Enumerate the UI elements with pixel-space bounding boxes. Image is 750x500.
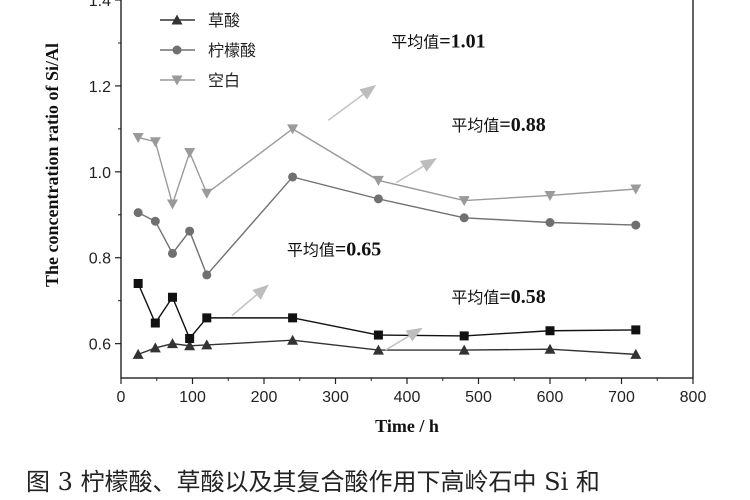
data-point	[458, 196, 470, 207]
data-point	[545, 218, 555, 228]
data-point	[545, 326, 555, 336]
data-point	[288, 313, 298, 323]
figure-caption: 图 3 柠檬酸、草酸以及其复合酸作用下高岭石中 Si 和	[26, 468, 600, 496]
data-point	[201, 188, 213, 199]
data-point	[166, 199, 178, 210]
data-point	[288, 172, 298, 182]
data-point	[372, 175, 384, 186]
annotations: 平均值=1.01 平均值=0.88 平均值=0.65 平均值=0.58	[231, 30, 546, 351]
series-line	[137, 283, 636, 340]
x-tick-label: 700	[608, 389, 635, 406]
y-tick-label: 0.8	[89, 251, 111, 268]
legend-label: 空白	[208, 71, 240, 90]
data-point	[201, 339, 213, 350]
data-point	[459, 331, 469, 341]
legend-marker	[171, 14, 183, 25]
x-tick-label: 0	[117, 389, 126, 406]
data-point	[287, 124, 299, 135]
data-point	[167, 292, 177, 302]
legend-item-1: 柠檬酸	[160, 41, 256, 60]
series-line	[137, 176, 636, 277]
data-point	[373, 194, 383, 204]
data-point	[133, 279, 143, 288]
series-line	[137, 339, 636, 356]
x-tick-label: 500	[465, 389, 492, 406]
data-point	[372, 344, 384, 355]
y-tick-label: 0.6	[89, 337, 111, 354]
x-tick-label: 200	[251, 389, 278, 406]
data-point	[373, 330, 383, 340]
annotation-arrow	[327, 84, 377, 121]
data-point	[149, 137, 161, 148]
x-tick-label: 800	[680, 389, 707, 406]
data-point	[166, 338, 178, 349]
data-point	[202, 313, 212, 323]
series-line	[137, 128, 636, 207]
series-lines	[132, 124, 642, 359]
x-tick-label: 100	[179, 389, 206, 406]
data-point	[132, 348, 144, 359]
data-point	[133, 208, 143, 218]
data-point	[150, 318, 160, 328]
x-tick-label: 400	[394, 389, 421, 406]
annotation-label: 平均值=0.58	[451, 286, 545, 308]
legend-marker	[172, 45, 182, 55]
legend-item-2: 空白	[160, 71, 240, 90]
x-tick-label: 300	[322, 389, 349, 406]
data-point	[149, 342, 161, 353]
data-point	[631, 220, 641, 230]
x-tick-label: 600	[537, 389, 564, 406]
annotation-arrow	[385, 327, 423, 351]
data-point	[150, 216, 160, 226]
data-point	[544, 190, 556, 201]
series-0	[132, 334, 642, 359]
y-tick-label: 1.2	[89, 79, 111, 96]
annotation-arrow	[395, 158, 437, 184]
y-tick-label: 1.0	[89, 165, 111, 182]
data-point	[544, 343, 556, 354]
data-point	[458, 344, 470, 355]
data-point	[185, 333, 195, 343]
legend-label: 草酸	[208, 11, 240, 30]
legend-label: 柠檬酸	[208, 41, 256, 60]
y-tick-label: 1.4	[89, 0, 111, 10]
data-point	[287, 334, 299, 345]
series-2	[132, 124, 642, 210]
annotation-label: 平均值=0.88	[451, 114, 545, 136]
data-point	[631, 325, 641, 335]
annotation-arrow	[231, 284, 269, 317]
annotation-label: 平均值=1.01	[391, 30, 485, 52]
data-point	[630, 348, 642, 359]
y-axis-title: The concentration ratio of Si/Al	[42, 43, 62, 287]
data-point	[630, 184, 642, 195]
x-axis-title: Time / h	[375, 416, 439, 436]
legend-item-0: 草酸	[160, 11, 240, 30]
annotation-label: 平均值=0.65	[287, 239, 381, 261]
data-point	[184, 340, 196, 351]
data-point	[184, 147, 196, 158]
series-3	[133, 279, 641, 343]
data-point	[459, 213, 469, 223]
data-point	[185, 226, 195, 236]
series-1	[133, 172, 641, 280]
data-point	[132, 132, 144, 143]
data-point	[167, 248, 177, 258]
data-point	[202, 270, 212, 280]
legend-marker	[171, 75, 183, 86]
axes: 0 100 200 300 400 500 600 700 800 0.6 0.8 1.0 1.2 1.4	[89, 0, 707, 406]
